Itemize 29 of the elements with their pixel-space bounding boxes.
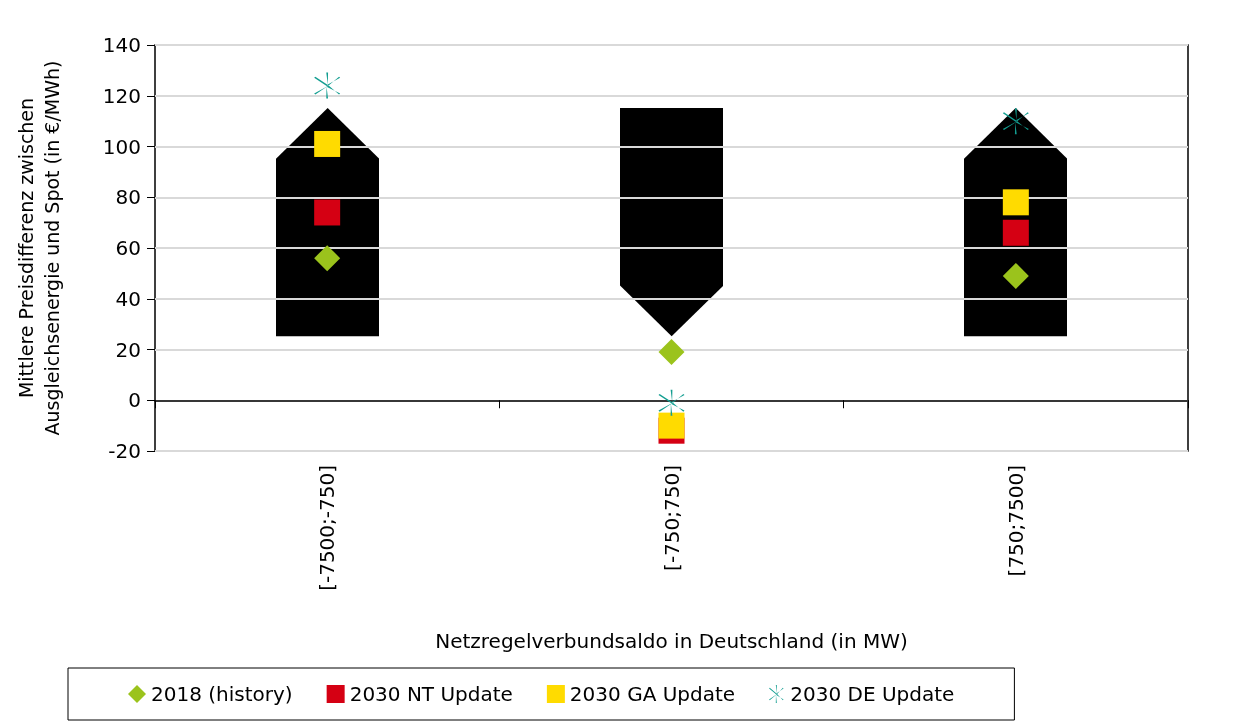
x-tick-label: [-7500;-750] bbox=[315, 465, 340, 591]
point bbox=[314, 199, 341, 226]
y-tick-label: 0 bbox=[128, 388, 141, 413]
y-tick-label: 140 bbox=[102, 33, 141, 57]
y-tick-label: 120 bbox=[102, 83, 141, 108]
legend-label: 2030 DE Update bbox=[790, 682, 955, 706]
point bbox=[1002, 189, 1029, 216]
point bbox=[658, 339, 685, 366]
point bbox=[1002, 262, 1029, 289]
x-axis-title: Netzregelverbundsaldo in Deutschland (in MW) bbox=[435, 629, 908, 653]
y-tick-label: 100 bbox=[102, 134, 141, 159]
y-tick-label: 60 bbox=[115, 236, 141, 260]
point bbox=[658, 389, 685, 416]
point bbox=[1002, 108, 1029, 135]
point bbox=[658, 412, 685, 439]
y-tick-label: 20 bbox=[115, 337, 141, 362]
y-axis-title: Mittlere Preisdifferenz zwischen Ausgleichsenergie und Spot (in €/MWh) bbox=[15, 60, 63, 436]
point bbox=[314, 245, 341, 272]
point bbox=[1002, 219, 1029, 246]
x-tick-label: [750;7500] bbox=[1003, 465, 1028, 577]
point bbox=[314, 130, 341, 157]
legend-label: 2018 (history) bbox=[151, 682, 293, 706]
legend-label: 2030 NT Update bbox=[349, 682, 513, 706]
legend-label: 2030 GA Update bbox=[569, 682, 736, 706]
y-tick-label: 40 bbox=[115, 286, 141, 311]
x-tick-label: [-750;750] bbox=[659, 465, 684, 571]
y-tick-label: -20 bbox=[108, 439, 141, 463]
point bbox=[314, 72, 341, 99]
y-tick-label: 80 bbox=[115, 185, 141, 210]
